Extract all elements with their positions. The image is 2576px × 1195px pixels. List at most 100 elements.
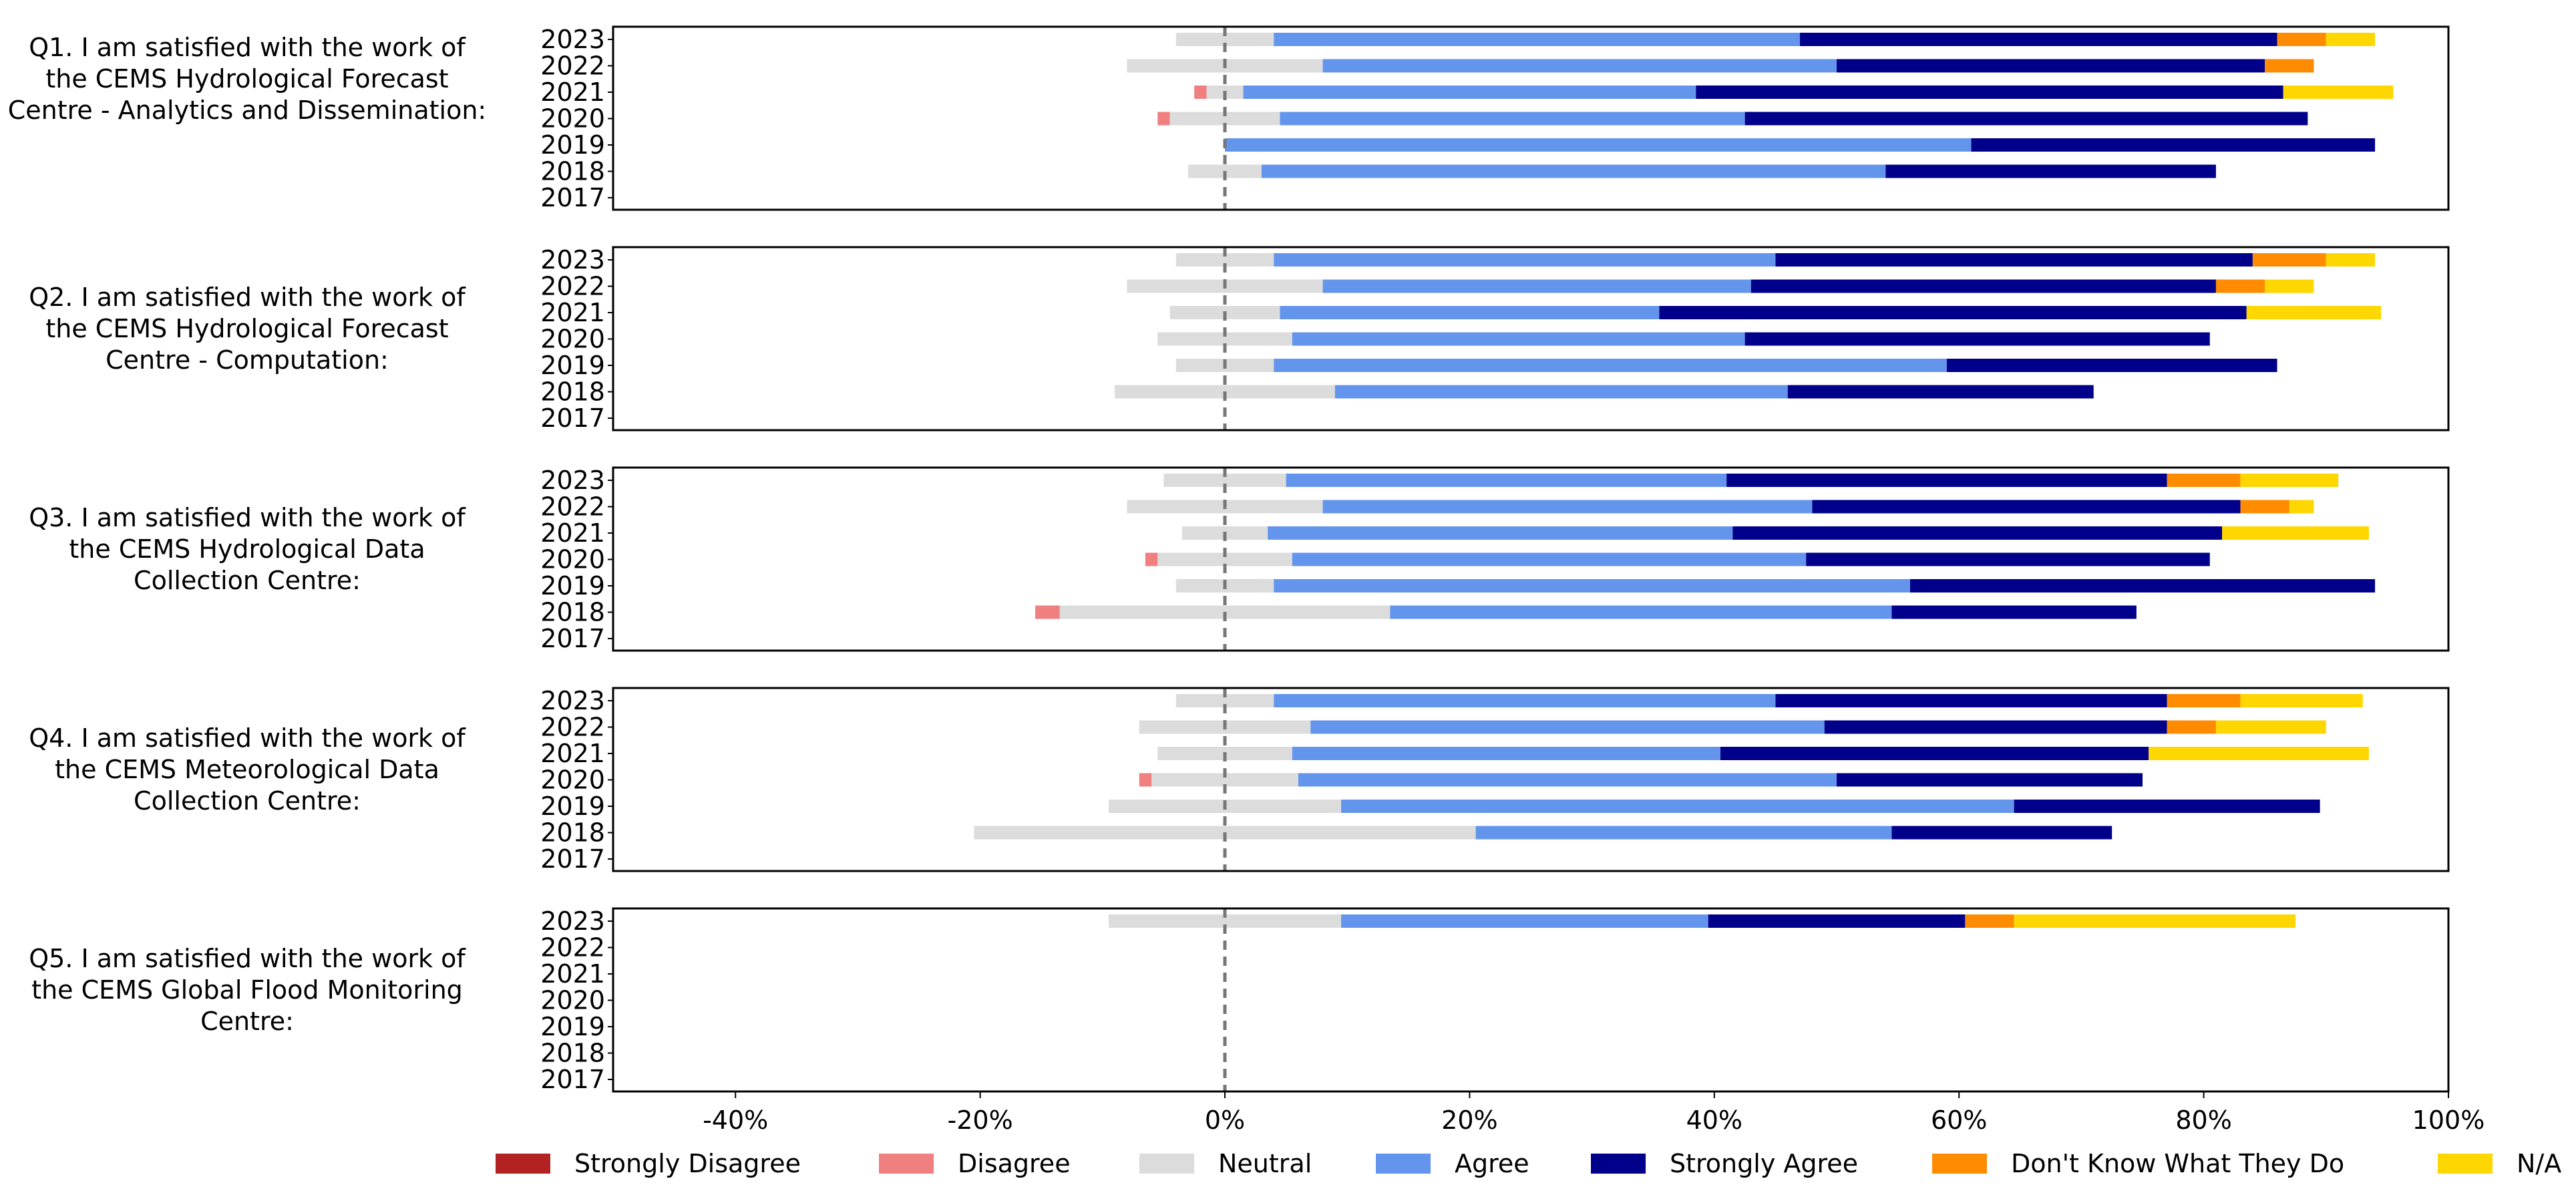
bar-q4-2020-agree: [1298, 773, 1837, 787]
bar-q2-2023-agree: [1274, 253, 1776, 267]
panel-frame-q2: [612, 246, 2450, 432]
bar-q1-2021-agree: [1243, 86, 1696, 99]
ytick-q4-2022: 2022: [540, 713, 605, 742]
xtick-label-6: 80%: [2175, 1105, 2231, 1135]
bar-q4-2021-strongly-agree: [1720, 747, 2149, 760]
ytick-q4-2018: 2018: [540, 818, 605, 848]
bar-q3-2020-agree: [1292, 552, 1807, 566]
bar-q3-2021-strongly-agree: [1732, 526, 2223, 540]
xtick-label-5: 60%: [1931, 1105, 1987, 1135]
bar-q1-2022-agree: [1322, 59, 1837, 73]
bar-q2-2020-strongly-agree: [1744, 332, 2210, 346]
bar-q2-2020-agree: [1292, 332, 1745, 346]
xtick-label-4: 40%: [1686, 1105, 1742, 1135]
bar-q4-2022-n-a: [2215, 720, 2326, 734]
bar-q4-2019-agree: [1341, 800, 2014, 813]
bar-q3-2023-don-t-know-what-they-do: [2167, 474, 2241, 487]
ytick-q2-2023: 2023: [540, 245, 605, 275]
bar-q2-2018-agree: [1334, 385, 1788, 399]
bar-q1-2020-disagree: [1157, 112, 1170, 126]
bar-q4-2023-agree: [1274, 694, 1776, 707]
bar-q2-2023-strongly-agree: [1775, 253, 2253, 267]
bar-q4-2021-agree: [1292, 747, 1720, 760]
bar-q3-2018-agree: [1390, 605, 1892, 619]
bar-q5-2023-don-t-know-what-they-do: [1965, 914, 2014, 928]
bar-q4-2020-disagree: [1139, 773, 1152, 787]
bar-q1-2023-strongly-agree: [1800, 33, 2277, 46]
ytick-q3-2018: 2018: [540, 598, 605, 627]
bar-q4-2018-strongly-agree: [1891, 826, 2112, 840]
bar-q4-2018-agree: [1475, 826, 1892, 840]
bar-q2-2021-n-a: [2246, 306, 2382, 319]
legend-label-n-a: N/A: [2517, 1149, 2561, 1178]
bar-q1-2020-neutral: [1169, 112, 1280, 126]
ytick-q1-2019: 2019: [540, 130, 605, 160]
ytick-q2-2020: 2020: [540, 325, 605, 354]
legend-swatch-strongly-agree: [1591, 1154, 1646, 1174]
bar-q1-2021-disagree: [1194, 86, 1207, 99]
bar-q4-2023-n-a: [2240, 694, 2363, 707]
bar-q3-2023-agree: [1286, 474, 1727, 487]
bar-q3-2019-agree: [1274, 579, 1910, 592]
ytick-q5-2021: 2021: [540, 959, 605, 989]
ytick-q3-2019: 2019: [540, 571, 605, 601]
ytick-q3-2020: 2020: [540, 545, 605, 574]
ytick-q4-2020: 2020: [540, 765, 605, 795]
bar-q1-2019-strongly-agree: [1971, 138, 2376, 152]
bar-q3-2022-n-a: [2289, 500, 2314, 514]
bar-q3-2020-disagree: [1145, 552, 1158, 566]
bar-q2-2022-strongly-agree: [1751, 279, 2216, 293]
bar-q1-2023-agree: [1274, 33, 1801, 46]
bar-q1-2021-strongly-agree: [1696, 86, 2283, 99]
ytick-q2-2021: 2021: [540, 298, 605, 327]
bar-q3-2022-agree: [1322, 500, 1813, 514]
bar-q2-2022-agree: [1322, 279, 1751, 293]
bar-q5-2023-agree: [1341, 914, 1708, 928]
ytick-q5-2020: 2020: [540, 986, 605, 1015]
bar-q1-2020-agree: [1280, 112, 1745, 126]
legend-label-disagree: Disagree: [958, 1149, 1071, 1178]
question-label-q3: Q3. I am satisfied with the work of the …: [29, 503, 466, 595]
xtick-label-3: 20%: [1441, 1105, 1497, 1135]
bar-q3-2023-neutral: [1163, 474, 1286, 487]
legend-swatch-n-a: [2438, 1154, 2493, 1174]
bar-q3-2023-n-a: [2240, 474, 2339, 487]
bar-q5-2023-neutral: [1108, 914, 1342, 928]
legend-swatch-disagree: [879, 1154, 934, 1174]
bar-q2-2018-strongly-agree: [1787, 385, 2094, 399]
bar-q3-2023-strongly-agree: [1726, 474, 2167, 487]
question-label-q4: Q4. I am satisfied with the work of the …: [29, 723, 466, 816]
legend-label-don-t-know-what-they-do: Don't Know What They Do: [2011, 1149, 2344, 1178]
ytick-q3-2022: 2022: [540, 492, 605, 522]
bar-q2-2021-strongly-agree: [1659, 306, 2247, 319]
panel-frame-q3: [612, 466, 2450, 652]
bar-q2-2019-strongly-agree: [1946, 359, 2277, 372]
bar-q3-2022-strongly-agree: [1812, 500, 2241, 514]
bar-q4-2022-strongly-agree: [1824, 720, 2167, 734]
panel-frame-q4: [612, 687, 2450, 872]
bar-q2-2019-agree: [1274, 359, 1947, 372]
ytick-q1-2018: 2018: [540, 157, 605, 186]
bar-q1-2022-strongly-agree: [1837, 59, 2265, 73]
bar-q3-2018-strongly-agree: [1891, 605, 2137, 619]
legend-label-agree: Agree: [1455, 1149, 1529, 1178]
legend-label-neutral: Neutral: [1218, 1149, 1312, 1178]
legend-swatch-agree: [1376, 1154, 1431, 1174]
xtick-label-7: 100%: [2412, 1105, 2485, 1135]
bar-q4-2023-strongly-agree: [1775, 694, 2167, 707]
ytick-q5-2018: 2018: [540, 1039, 605, 1068]
bar-q1-2021-n-a: [2283, 86, 2394, 99]
bar-q4-2022-agree: [1310, 720, 1825, 734]
bar-q4-2020-neutral: [1151, 773, 1298, 787]
bar-q1-2018-strongly-agree: [1885, 164, 2216, 178]
panel-frame-q5: [612, 907, 2450, 1093]
bar-q1-2018-agree: [1261, 164, 1886, 178]
ytick-q5-2022: 2022: [540, 933, 605, 963]
bar-q2-2023-don-t-know-what-they-do: [2252, 253, 2326, 267]
xtick-label-2: 0%: [1205, 1105, 1245, 1135]
bar-q3-2022-don-t-know-what-they-do: [2240, 500, 2289, 514]
ytick-q5-2019: 2019: [540, 1012, 605, 1041]
bar-q4-2020-strongly-agree: [1837, 773, 2143, 787]
bar-q1-2023-neutral: [1175, 33, 1274, 46]
